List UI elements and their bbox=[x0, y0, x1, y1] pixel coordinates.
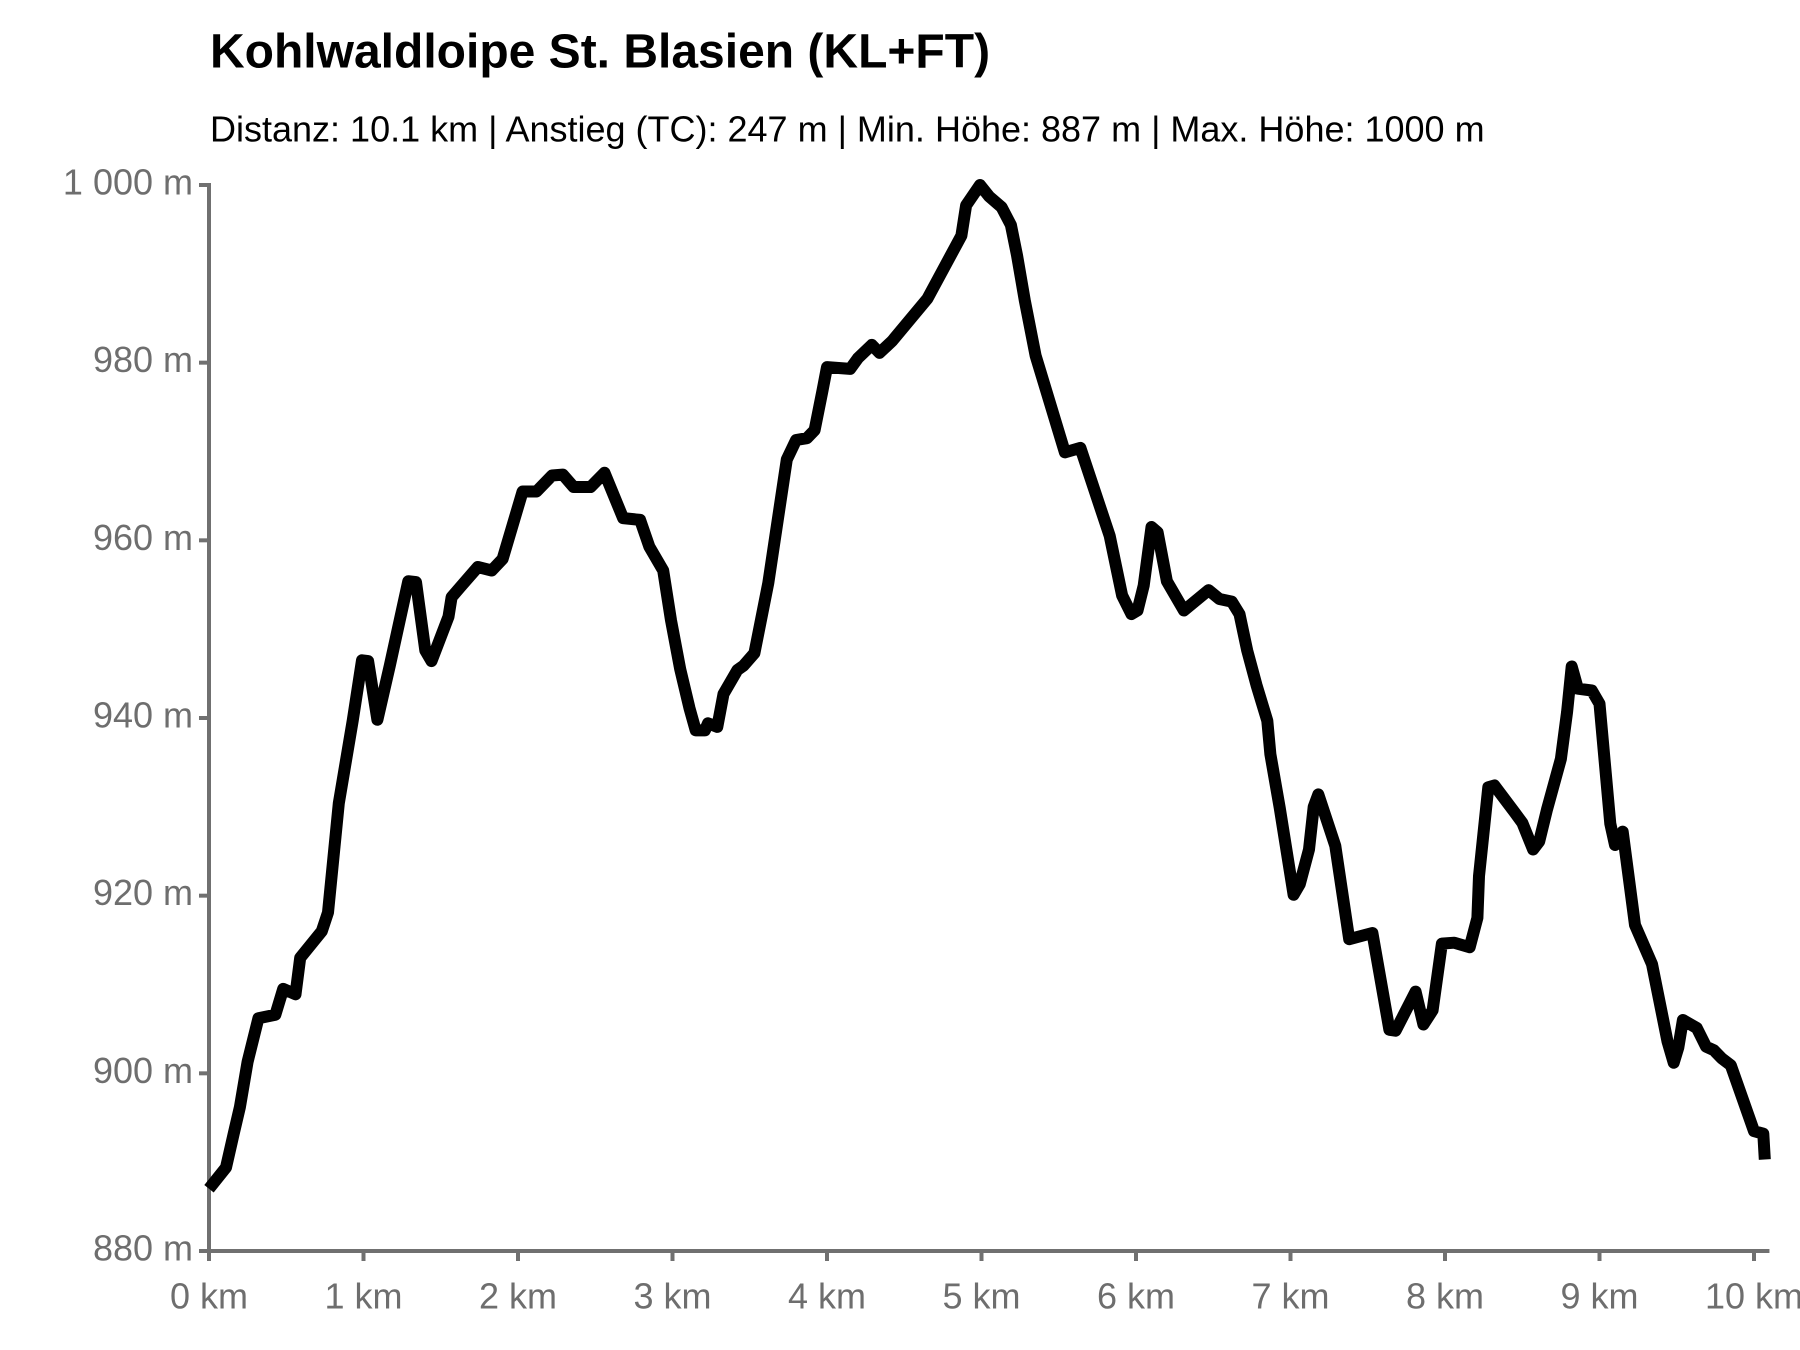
y-tick-label: 940 m bbox=[93, 695, 193, 736]
y-tick-label: 900 m bbox=[93, 1050, 193, 1091]
chart-title: Kohlwaldloipe St. Blasien (KL+FT) bbox=[210, 26, 990, 79]
x-tick-label: 4 km bbox=[788, 1276, 866, 1317]
x-tick-label: 6 km bbox=[1097, 1276, 1175, 1317]
x-tick-label: 9 km bbox=[1560, 1276, 1638, 1317]
y-tick-label: 980 m bbox=[93, 339, 193, 380]
chart-subtitle: Distanz: 10.1 km | Anstieg (TC): 247 m |… bbox=[210, 109, 1485, 150]
x-tick-label: 8 km bbox=[1406, 1276, 1484, 1317]
x-tick-label: 10 km bbox=[1705, 1276, 1800, 1317]
y-tick-label: 1 000 m bbox=[63, 162, 193, 203]
x-tick-label: 1 km bbox=[324, 1276, 402, 1317]
y-tick-label: 880 m bbox=[93, 1228, 193, 1269]
x-tick-label: 2 km bbox=[479, 1276, 557, 1317]
y-tick-label: 920 m bbox=[93, 872, 193, 913]
x-tick-label: 5 km bbox=[942, 1276, 1020, 1317]
elevation-line bbox=[204, 179, 1771, 1193]
x-tick-label: 3 km bbox=[633, 1276, 711, 1317]
y-tick-label: 960 m bbox=[93, 517, 193, 558]
x-tick-label: 7 km bbox=[1251, 1276, 1329, 1317]
x-tick-label: 0 km bbox=[170, 1276, 248, 1317]
